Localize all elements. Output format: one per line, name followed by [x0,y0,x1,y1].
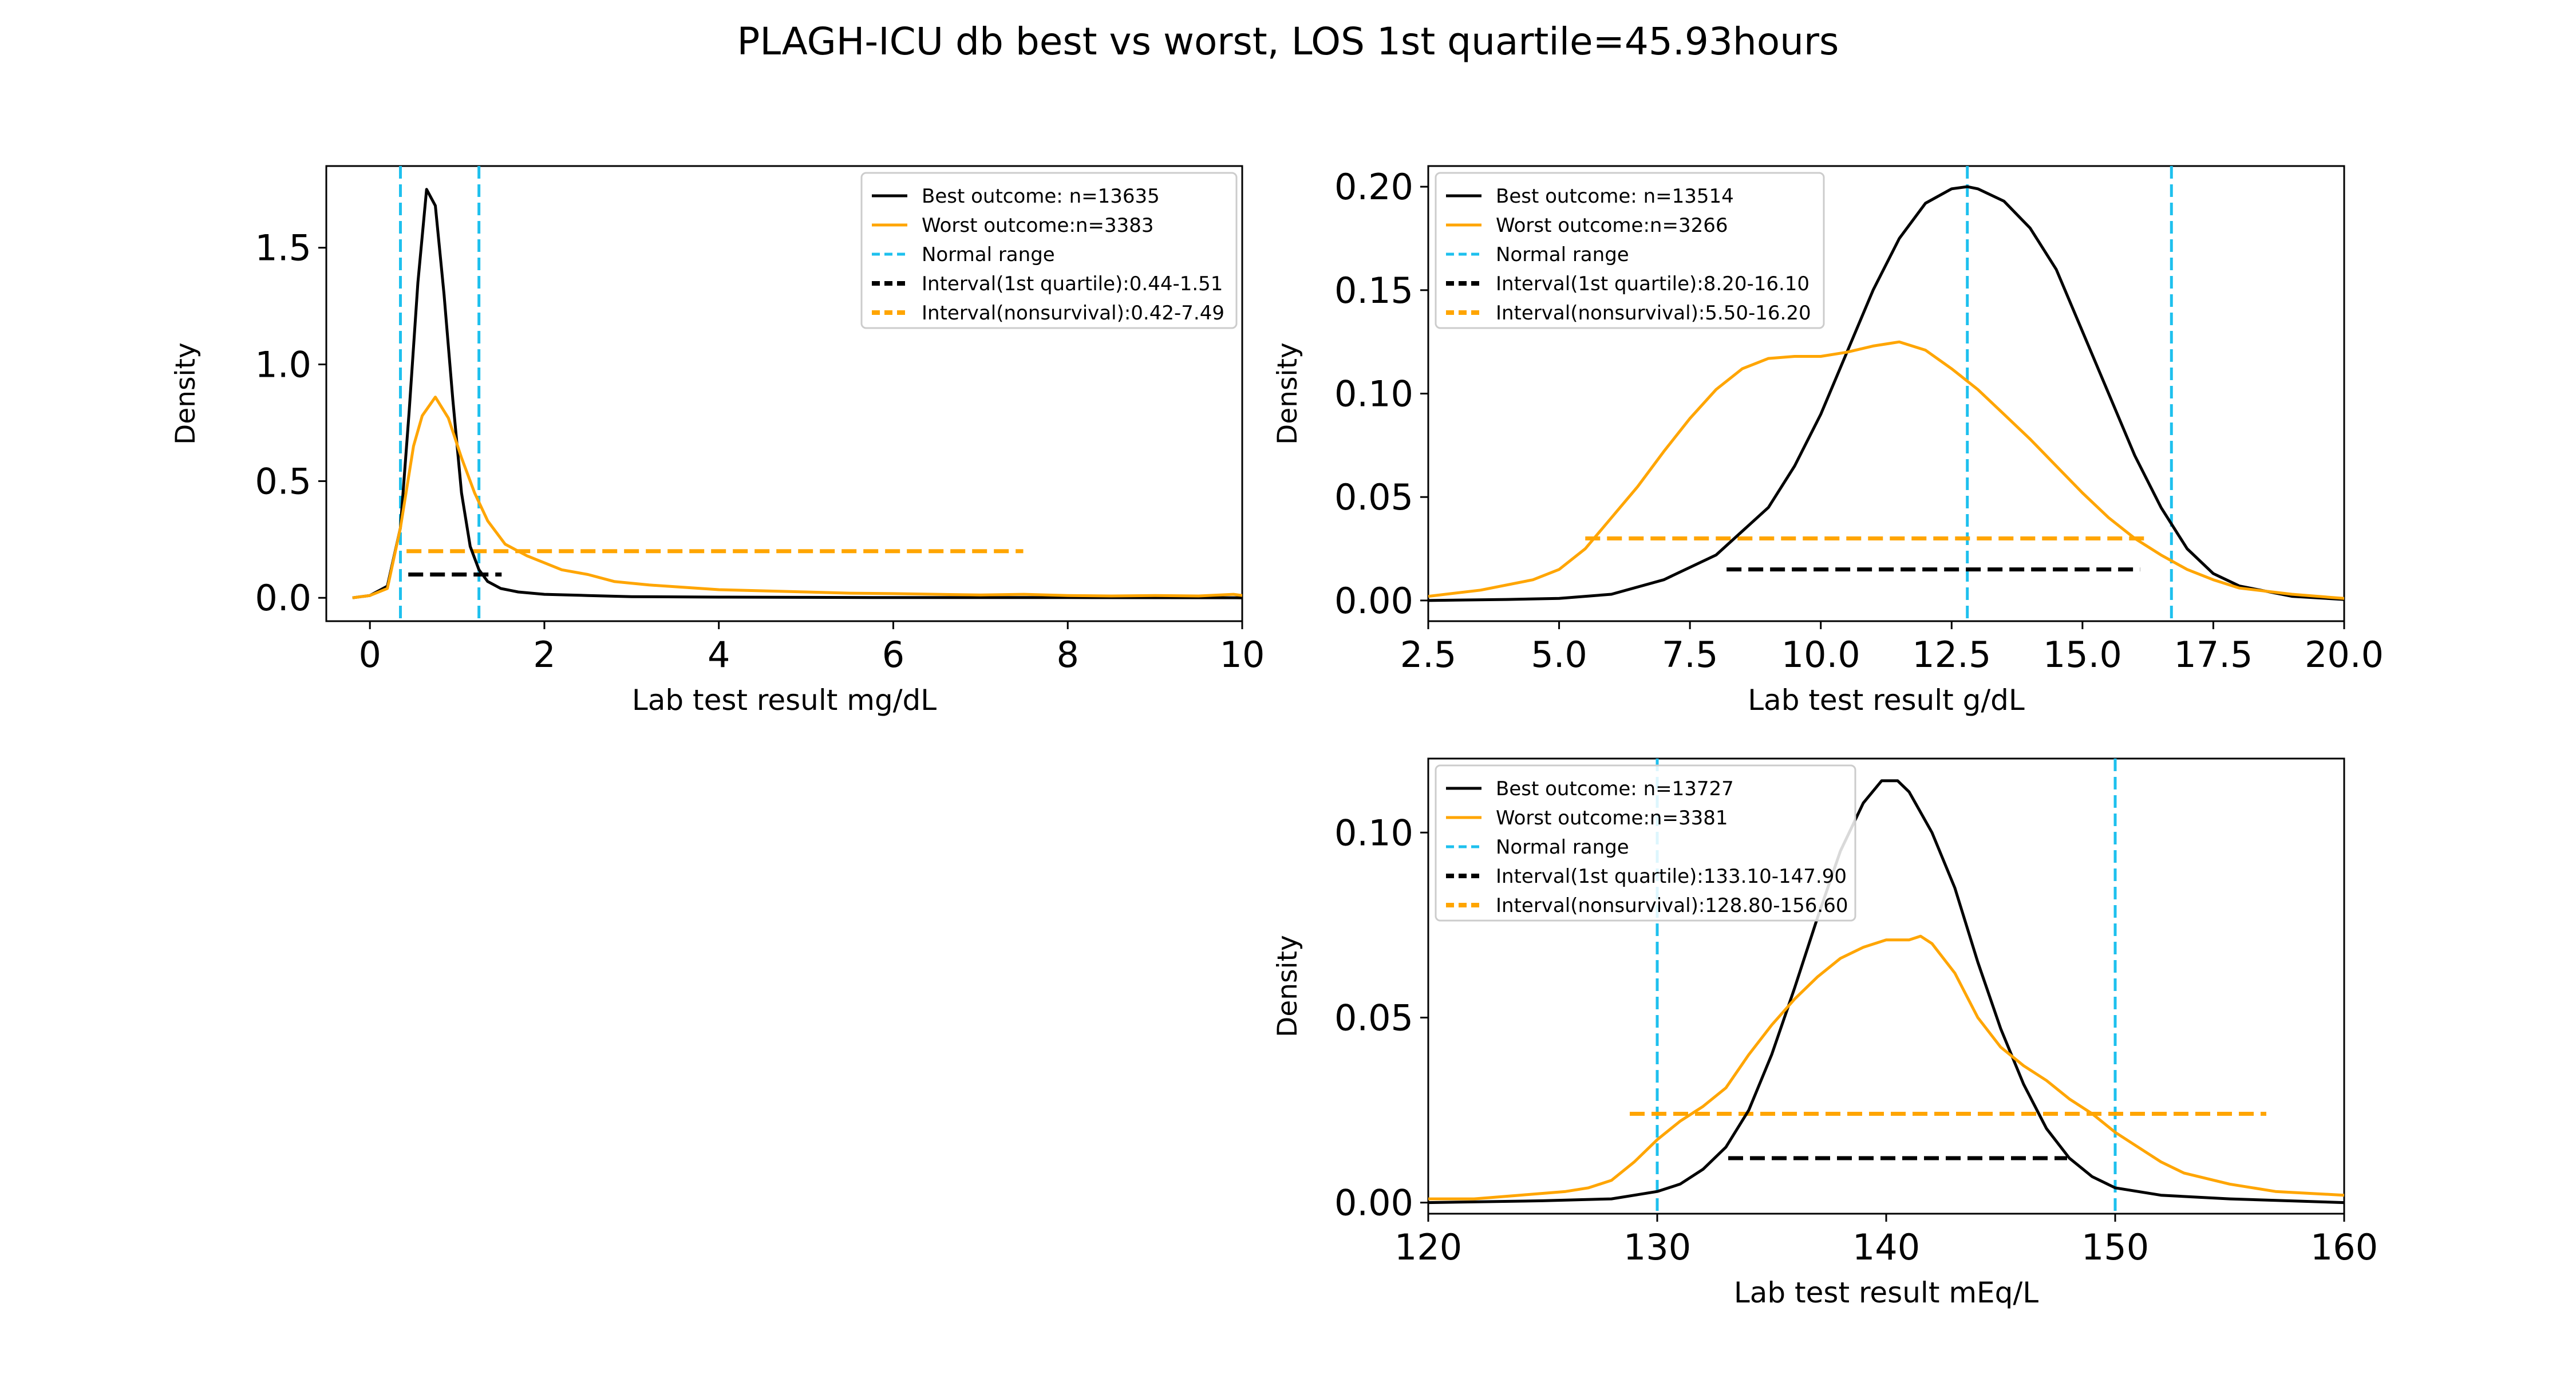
series-line [1428,934,2344,1201]
x-tick-label: 0 [358,634,381,676]
y-tick-label: 1.5 [255,227,311,269]
y-axis-label: Density [1272,935,1303,1037]
legend-label: Normal range [1496,836,1629,859]
y-axis-label: Density [170,342,202,445]
legend-label: Worst outcome:n=3381 [1496,807,1728,830]
y-tick-label: 0.05 [1334,476,1413,518]
y-tick-label: 0.00 [1334,1182,1413,1224]
x-tick-label: 6 [882,634,904,676]
figure-title: PLAGH-ICU db best vs worst, LOS 1st quar… [737,19,1839,64]
x-tick-label: 2 [533,634,555,676]
legend-label: Best outcome: n=13635 [922,185,1160,208]
y-tick-label: 0.5 [255,460,311,502]
legend-box [860,172,1238,329]
legend-label: Best outcome: n=13727 [1496,777,1734,800]
y-tick-label: 0.05 [1334,997,1413,1039]
legend: Best outcome: n=13514 Worst outcome:n=326… [1435,172,1825,329]
x-tick-label: 4 [708,634,730,676]
y-tick-label: 0.00 [1334,580,1413,622]
chart-panel-2: 2.5 5.0 7.5 10.0 12.5 15.0 17.5 20.0 0.00 0.05 0.1… [1272,165,2384,717]
series-line [1428,185,2344,602]
legend-label: Interval(1st quartile):0.44-1.51 [922,273,1223,295]
y-tick-label: 0.10 [1334,812,1413,854]
legend-box [1435,172,1825,329]
x-tick-label: 140 [1852,1226,1920,1268]
series-line [352,188,1242,599]
series-line [352,396,1242,599]
x-axis-label: Lab test result mg/dL [632,684,937,717]
legend-label: Normal range [1496,243,1629,266]
x-tick-label: 8 [1057,634,1079,676]
series-line [1428,340,2344,600]
legend-label: Worst outcome:n=3266 [1496,214,1728,237]
legend-label: Best outcome: n=13514 [1496,185,1734,208]
x-axis-label: Lab test result mEq/L [1734,1276,2038,1309]
y-tick-label: 1.0 [255,344,311,386]
series-line [1428,779,2344,1205]
y-axis-label: Density [1272,342,1303,445]
y-tick-label: 0.20 [1334,166,1413,208]
legend: Best outcome: n=13727 Worst outcome:n=338… [1435,764,1856,922]
x-tick-label: 10 [1220,634,1265,676]
legend-label: Interval(nonsurvival):128.80-156.60 [1496,894,1848,917]
x-axis-label: Lab test result g/dL [1748,684,2025,717]
legend-label: Interval(1st quartile):133.10-147.90 [1496,865,1847,888]
x-tick-label: 150 [2081,1226,2149,1268]
legend-label: Normal range [922,243,1055,266]
x-tick-label: 5.0 [1531,634,1587,676]
y-tick-label: 0.0 [255,577,311,619]
legend-label: Interval(nonsurvival):0.42-7.49 [922,302,1224,325]
x-tick-label: 2.5 [1400,634,1457,676]
x-tick-label: 120 [1394,1226,1462,1268]
x-tick-label: 7.5 [1662,634,1718,676]
legend: Best outcome: n=13635 Worst outcome:n=338… [860,172,1238,329]
y-tick-label: 0.15 [1334,270,1413,311]
x-tick-label: 10.0 [1781,634,1860,676]
x-tick-label: 12.5 [1912,634,1991,676]
y-tick-label: 0.10 [1334,373,1413,415]
x-tick-label: 130 [1623,1226,1691,1268]
chart-panel-1: 0 2 4 6 8 10 0.0 0.5 1.0 1.5 Lab test result mg/dL… [170,165,1265,717]
legend-box [1435,764,1856,922]
legend-label: Interval(nonsurvival):5.50-16.20 [1496,302,1811,325]
legend-label: Worst outcome:n=3383 [922,214,1154,237]
chart-panel-3: 120 130 140 150 160 0.00 0.05 0.10 Lab test resu… [1272,757,2378,1309]
legend-label: Interval(1st quartile):8.20-16.10 [1496,273,1809,295]
x-tick-label: 15.0 [2043,634,2122,676]
x-tick-label: 160 [2310,1226,2378,1268]
axes-frame [325,165,1243,622]
x-tick-label: 17.5 [2174,634,2253,676]
x-tick-label: 20.0 [2305,634,2384,676]
